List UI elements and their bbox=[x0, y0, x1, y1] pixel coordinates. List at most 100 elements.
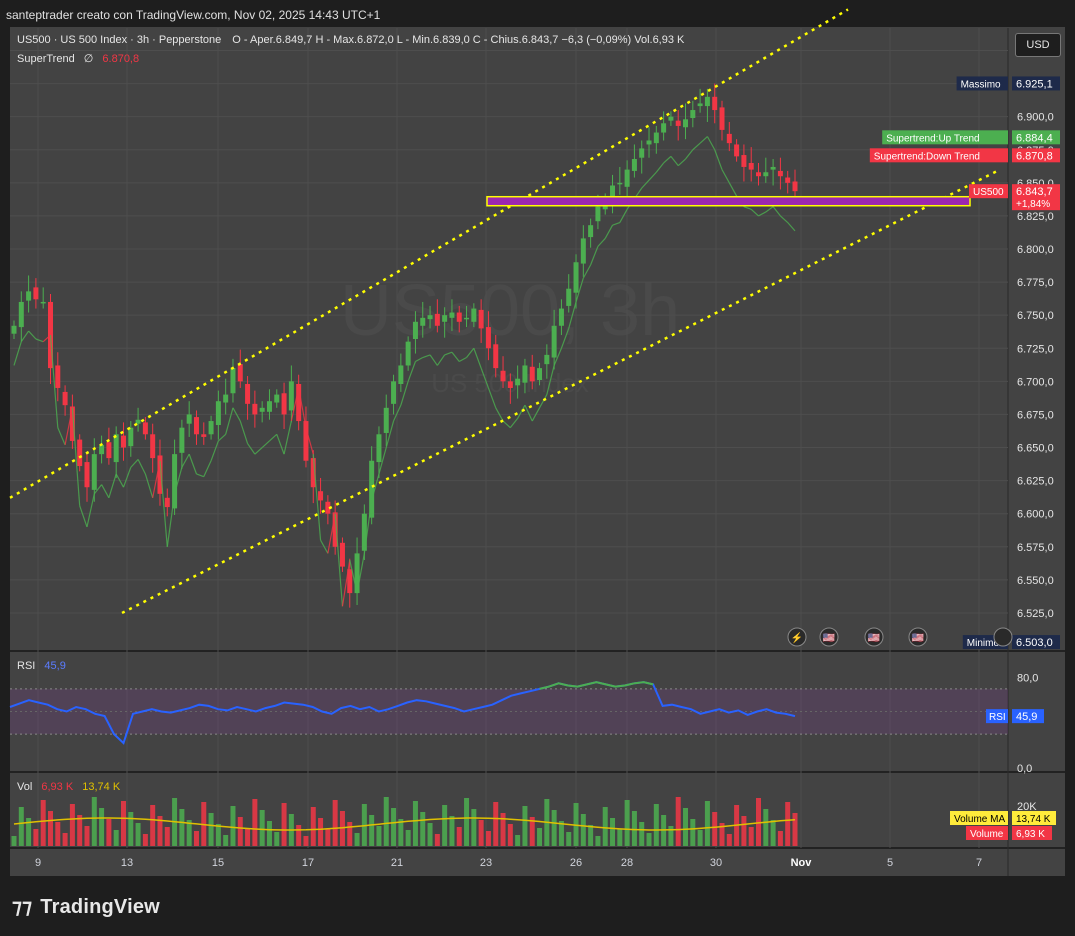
supertrend-legend[interactable]: SuperTrend ∅ 6.870,8 bbox=[17, 52, 139, 65]
price-value: 6.870,8 bbox=[1016, 150, 1053, 162]
candle-body bbox=[11, 325, 17, 334]
candle-body bbox=[617, 182, 623, 185]
supertrend-segment bbox=[108, 473, 117, 498]
rsi-value: 45,9 bbox=[44, 660, 66, 672]
candle-body bbox=[712, 96, 718, 111]
supertrend-segment bbox=[663, 155, 672, 164]
volume-bar bbox=[697, 830, 703, 846]
price-value: 6.884,4 bbox=[1016, 132, 1053, 144]
x-tick-label: 23 bbox=[480, 857, 492, 869]
supertrend-segment bbox=[196, 473, 204, 478]
volume-bar bbox=[84, 826, 90, 846]
candle-body bbox=[347, 569, 353, 594]
volume-bar bbox=[398, 819, 404, 846]
volume-bar bbox=[186, 820, 192, 846]
candle-body bbox=[120, 435, 126, 448]
volume-bar bbox=[748, 827, 754, 846]
candle-body bbox=[544, 354, 550, 365]
volume-bar bbox=[354, 833, 360, 846]
y-tick-label: 6.675,0 bbox=[1017, 409, 1054, 421]
y-tick-label: 6.775,0 bbox=[1017, 277, 1054, 289]
supertrend-segment bbox=[685, 149, 694, 160]
price-value-bg bbox=[1012, 184, 1060, 211]
y-tick-label: 6.575,0 bbox=[1017, 542, 1054, 554]
volume-bar bbox=[142, 834, 148, 846]
vol-ma-value: 13,74 K bbox=[82, 781, 121, 793]
volume-bar bbox=[106, 819, 112, 846]
price-label: Massimo 6.925,1 bbox=[956, 76, 1060, 91]
volume-bar bbox=[113, 830, 119, 846]
event-icon-flag: 🇺🇸 bbox=[912, 632, 925, 644]
volume-bar bbox=[208, 813, 214, 846]
currency-button[interactable]: USD bbox=[1015, 33, 1061, 57]
volume-bar bbox=[675, 797, 681, 846]
volume-bar bbox=[405, 830, 411, 846]
candle-body bbox=[704, 96, 710, 107]
volume-bar bbox=[639, 822, 645, 846]
price-tag-bg bbox=[882, 130, 1008, 145]
volume-bar bbox=[668, 826, 674, 846]
volume-bar bbox=[223, 835, 229, 846]
symbol-legend[interactable]: US500 · US 500 Index · 3h · Pepperstone … bbox=[17, 34, 684, 46]
volume-bar bbox=[653, 804, 659, 846]
supertrend-segment bbox=[436, 354, 446, 366]
volume-bar bbox=[11, 836, 17, 846]
candle-body bbox=[369, 460, 375, 518]
rsi-value-bg bbox=[1012, 709, 1044, 724]
supertrend-segment bbox=[290, 387, 300, 422]
x-tick-label: Nov bbox=[791, 857, 813, 869]
supertrend-segment bbox=[35, 338, 44, 343]
candle-body bbox=[646, 140, 652, 145]
supertrend-segment bbox=[254, 447, 263, 455]
volume-bar bbox=[274, 832, 280, 846]
vol-legend[interactable]: Vol 6,93 K 13,74 K bbox=[17, 781, 120, 793]
supertrend-segment bbox=[714, 149, 723, 170]
supertrend-segment bbox=[312, 454, 322, 541]
watermark-symbol: US500, 3h bbox=[340, 271, 680, 351]
candle-body bbox=[296, 383, 302, 422]
supertrend-segment bbox=[612, 221, 621, 226]
supertrend-segment bbox=[349, 559, 358, 594]
candle-body bbox=[230, 368, 236, 394]
supertrend-segment bbox=[750, 208, 759, 217]
tradingview-logo[interactable]: ⁊⁊ TradingView bbox=[12, 894, 160, 919]
y-tick-label: 6.725,0 bbox=[1017, 343, 1054, 355]
volume-bar bbox=[369, 815, 375, 846]
y-tick-label: 6.650,0 bbox=[1017, 443, 1054, 455]
candle-body bbox=[339, 542, 345, 567]
supertrend-segment bbox=[758, 211, 767, 217]
supertrend-segment bbox=[787, 222, 796, 232]
volume-bar bbox=[595, 836, 601, 846]
volume-bar bbox=[332, 800, 338, 846]
volume-bar bbox=[55, 822, 61, 846]
candle-body bbox=[537, 368, 543, 381]
supertrend-segment bbox=[466, 347, 475, 358]
candle-body bbox=[62, 391, 68, 406]
volume-bar bbox=[777, 831, 783, 846]
supertrend-segment bbox=[13, 341, 22, 366]
volume-tag-label: Volume bbox=[970, 829, 1004, 840]
volume-bar bbox=[558, 821, 564, 846]
candle-body bbox=[274, 394, 280, 403]
volume-bar bbox=[500, 813, 506, 846]
supertrend-segment bbox=[79, 505, 88, 528]
candle-body bbox=[471, 308, 477, 322]
supertrend-segment bbox=[49, 334, 59, 428]
candle-body bbox=[252, 403, 258, 415]
candle-body bbox=[427, 315, 433, 320]
x-tick-label: 30 bbox=[710, 857, 722, 869]
candle-body bbox=[639, 148, 645, 158]
volume-bar bbox=[442, 805, 448, 846]
y-tick-label: 6.800,0 bbox=[1017, 244, 1054, 256]
volume-bar bbox=[617, 829, 623, 846]
supertrend-segment bbox=[101, 484, 110, 499]
price-value: 6.925,1 bbox=[1016, 78, 1053, 90]
candle-body bbox=[310, 458, 316, 488]
supertrend-segment bbox=[597, 238, 606, 247]
candle-body bbox=[383, 407, 389, 433]
supertrend-value: 6.870,8 bbox=[102, 53, 140, 65]
rsi-legend[interactable]: RSI 45,9 bbox=[17, 660, 66, 672]
supertrend-segment bbox=[393, 404, 402, 422]
candle-body bbox=[398, 365, 404, 384]
